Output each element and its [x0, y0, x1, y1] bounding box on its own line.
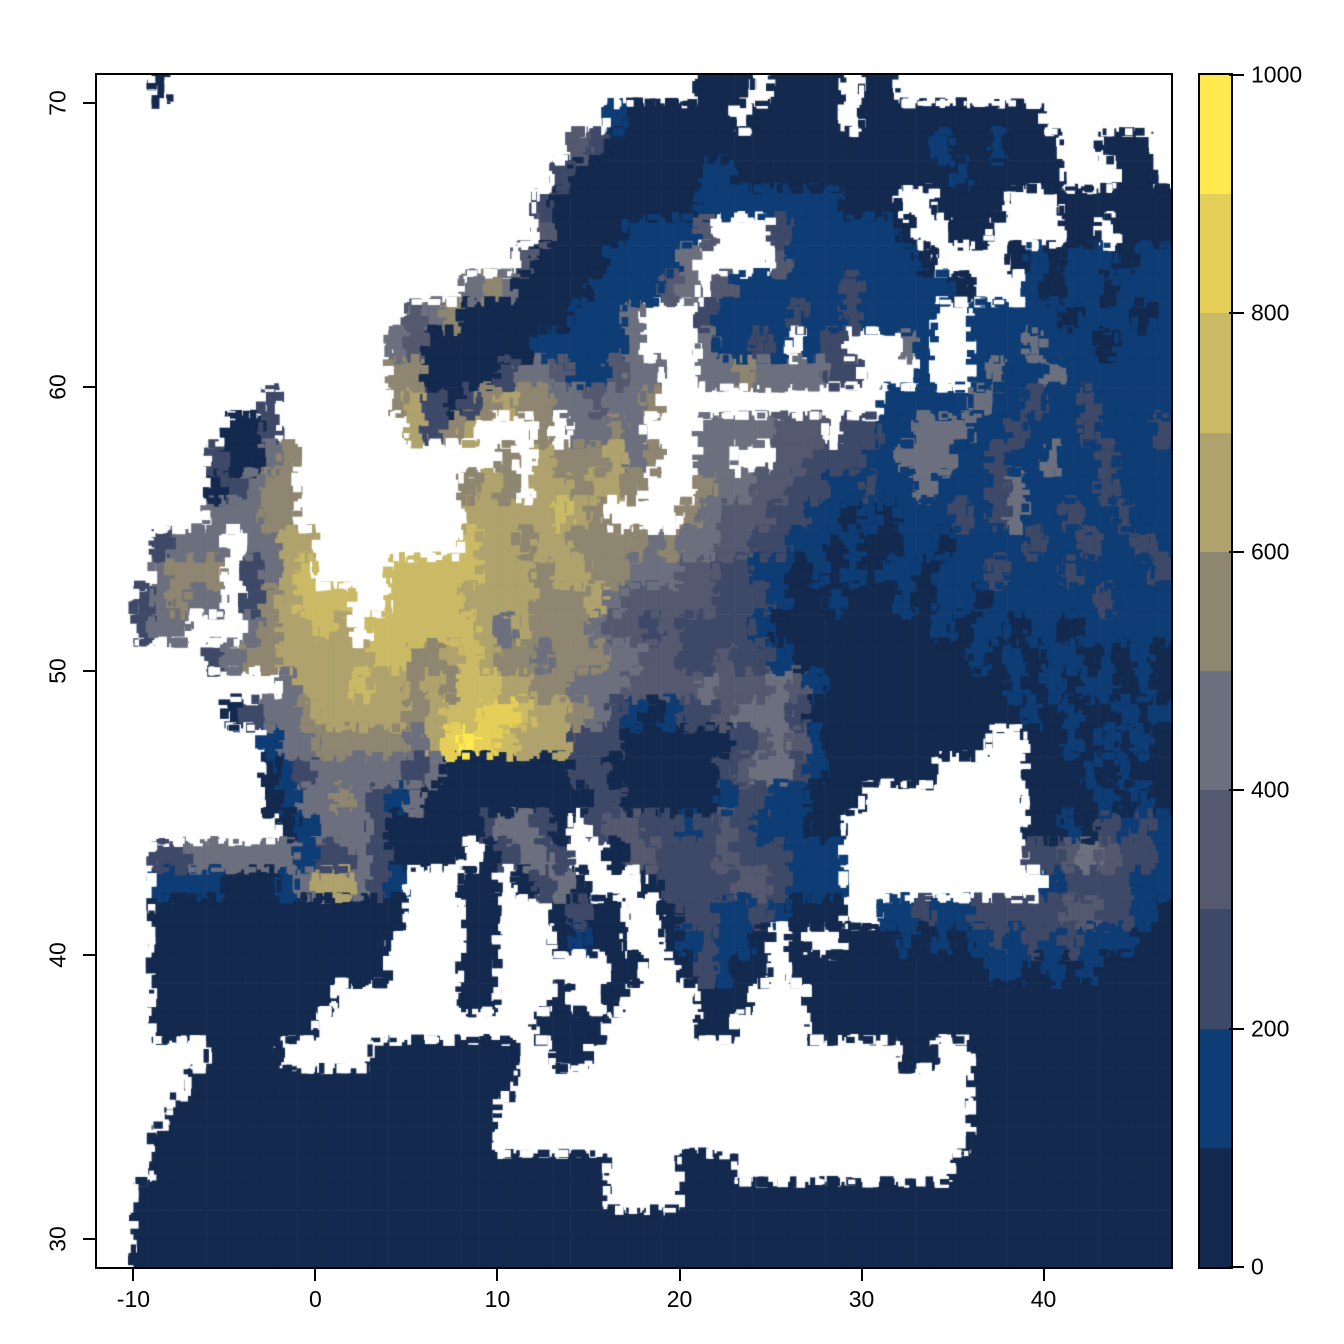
- x-axis-tick: [860, 1267, 863, 1281]
- legend-color-block: [1200, 432, 1231, 552]
- legend-color-block: [1200, 313, 1231, 433]
- legend-tick: [1229, 312, 1244, 315]
- legend-color-block: [1200, 194, 1231, 314]
- y-axis-tick-label: 30: [44, 1225, 71, 1252]
- x-axis-tick: [132, 1267, 135, 1281]
- legend-color-block: [1200, 909, 1231, 1029]
- x-axis-tick-label: 40: [1030, 1286, 1057, 1312]
- legend-colorbar: [1198, 73, 1233, 1269]
- y-axis-tick: [83, 670, 97, 672]
- legend-tick: [1229, 789, 1244, 792]
- europe-raster-map: [97, 75, 1171, 1267]
- x-axis-tick-label: -10: [116, 1286, 151, 1312]
- legend-tick-label: 400: [1251, 776, 1290, 803]
- legend-tick-label: 0: [1251, 1253, 1264, 1280]
- x-axis-tick: [678, 1267, 681, 1281]
- x-axis-tick-label: 20: [666, 1286, 693, 1312]
- y-axis-tick: [83, 386, 97, 389]
- legend-tick: [1229, 1027, 1244, 1030]
- legend-tick-label: 200: [1251, 1015, 1290, 1042]
- legend-tick: [1229, 550, 1244, 553]
- legend-color-block: [1200, 1028, 1231, 1148]
- legend-color-block: [1200, 551, 1231, 671]
- y-axis-tick-label: 70: [44, 90, 71, 117]
- legend-tick-label: 1000: [1251, 61, 1303, 88]
- legend-color-block: [1200, 1147, 1231, 1267]
- x-axis-tick: [496, 1267, 499, 1281]
- legend-tick-label: 600: [1251, 538, 1290, 565]
- x-axis-tick-label: 30: [848, 1286, 875, 1312]
- x-axis-tick-label: 0: [309, 1286, 322, 1312]
- plot-frame: [95, 73, 1173, 1269]
- legend-color-block: [1200, 790, 1231, 910]
- legend-color-block: [1200, 75, 1231, 195]
- x-axis-tick: [1042, 1267, 1045, 1281]
- y-axis-tick: [83, 953, 97, 956]
- y-axis-tick-label: 40: [44, 942, 71, 968]
- x-axis-tick-label: 10: [484, 1286, 511, 1312]
- y-axis-tick-label: 50: [44, 658, 71, 684]
- legend-tick: [1229, 1266, 1244, 1268]
- y-axis-tick: [83, 1237, 97, 1240]
- x-axis-tick: [314, 1267, 317, 1281]
- y-axis-tick: [83, 102, 97, 105]
- legend-tick: [1229, 74, 1244, 76]
- legend-color-block: [1200, 670, 1231, 791]
- y-axis-tick-label: 60: [44, 374, 71, 400]
- legend-tick-label: 800: [1251, 299, 1290, 326]
